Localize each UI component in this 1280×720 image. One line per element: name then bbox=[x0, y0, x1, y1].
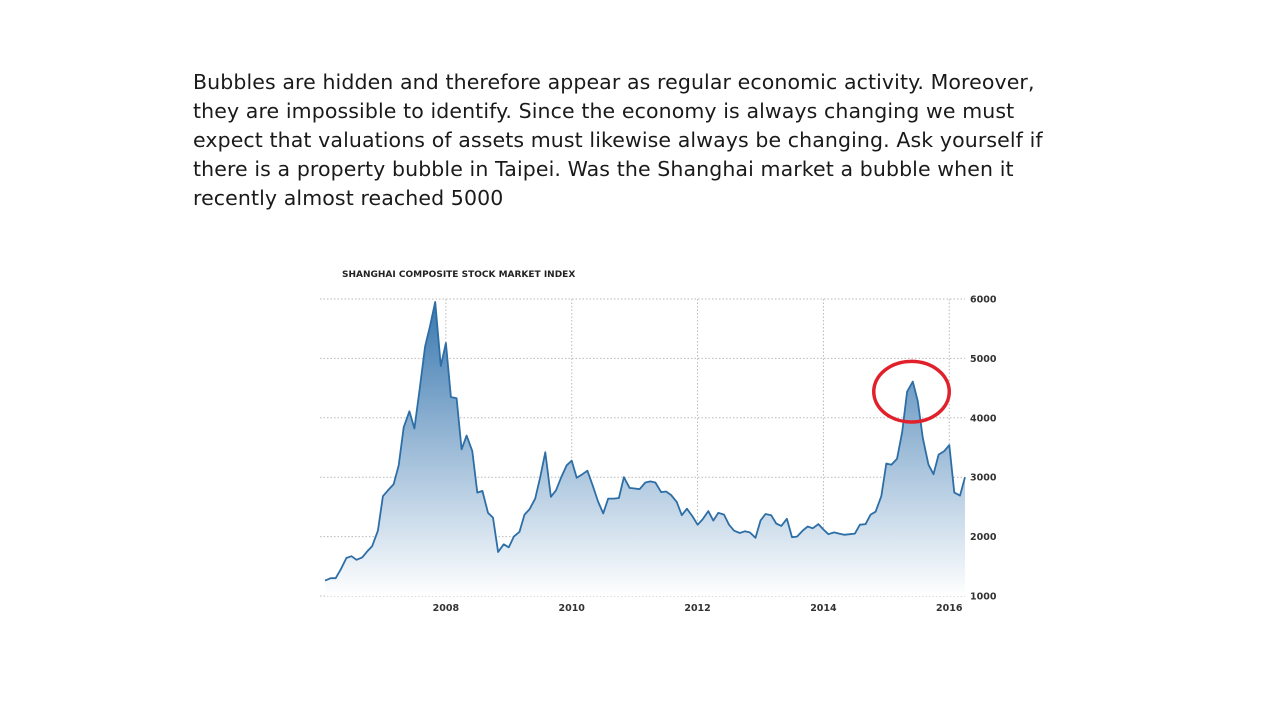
x-tick-label: 2008 bbox=[433, 603, 460, 614]
y-tick-label: 5000 bbox=[970, 354, 997, 365]
chart-title: SHANGHAI COMPOSITE STOCK MARKET INDEX bbox=[342, 270, 575, 280]
y-axis-ticks: 6000 5000 4000 3000 2000 1000 bbox=[970, 295, 997, 603]
bubble-highlight-ellipse bbox=[872, 359, 952, 424]
annotation-layer bbox=[872, 359, 952, 424]
x-tick-label: 2012 bbox=[684, 603, 710, 614]
index-area-fill bbox=[325, 302, 965, 596]
y-tick-label: 2000 bbox=[970, 532, 997, 543]
y-tick-label: 1000 bbox=[970, 592, 997, 603]
x-tick-label: 2010 bbox=[558, 603, 585, 614]
x-tick-label: 2014 bbox=[810, 603, 837, 614]
index-line bbox=[324, 301, 966, 582]
y-tick-label: 4000 bbox=[970, 413, 997, 424]
y-tick-label: 3000 bbox=[970, 473, 997, 484]
x-axis-ticks: 2008 2010 2012 2014 2016 bbox=[433, 603, 963, 614]
slide-body-text: Bubbles are hidden and therefore appear … bbox=[193, 70, 1043, 210]
shanghai-index-chart: SHANGHAI COMPOSITE STOCK MARKET INDEX 60… bbox=[320, 270, 997, 614]
series-area bbox=[324, 301, 966, 596]
y-tick-label: 6000 bbox=[970, 295, 997, 306]
x-tick-label: 2016 bbox=[936, 603, 963, 614]
